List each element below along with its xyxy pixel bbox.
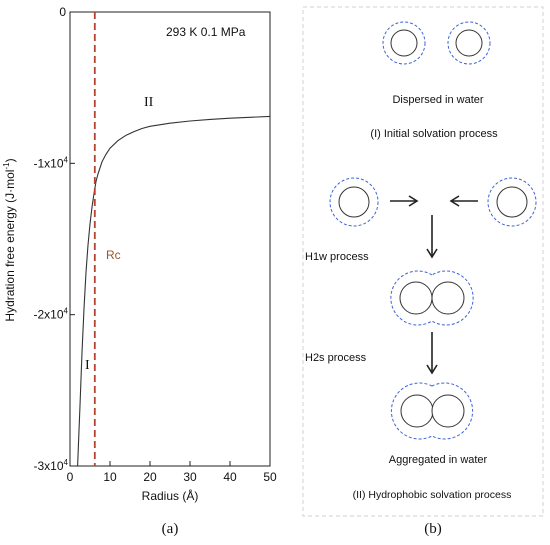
dispersed-particle-left [382,21,426,65]
solvation-diagram: Dispersed in water (I) Initial solvation… [302,6,544,537]
hydrophobic-process-label: (II) Hydrophobic solvation process [353,489,512,501]
y-axis-label: Hydration free energy (J·mol-1) [2,158,17,321]
condition-annotation: 293 K 0.1 MPa [166,25,246,39]
region-II-label: II [144,95,154,110]
hydration-shell [447,21,491,65]
particle [399,281,433,315]
particle [431,281,465,315]
arrow-down-icon [426,215,438,259]
approach-particle-left [329,177,379,227]
dispersed-particle-right [447,21,491,65]
diagram-frame [302,6,544,517]
aggregated-label: Aggregated in water [389,454,488,466]
y-tick-label: -2x104 [34,307,69,322]
aggregated-pair [390,382,474,440]
merged-hydration-shell [390,382,474,440]
x-tick-label: 40 [223,470,237,484]
particle [400,394,434,428]
initial-process-label: (I) Initial solvation process [370,128,498,140]
panel-b-label: (b) [424,521,442,537]
y-tick-label: 0 [59,5,66,19]
hydration-curve [77,115,271,467]
arrow-right-icon [390,195,419,207]
panel-a-label: (a) [162,521,179,537]
hydration-shell [382,21,426,65]
arrow-left-icon [449,195,478,207]
x-tick-label: 10 [103,470,117,484]
particle [338,186,370,218]
rc-label: Rc [106,248,121,262]
y-ticks: 0 -1x104 -2x104 -3x104 [34,5,75,473]
particle [496,186,528,218]
particle [455,29,483,57]
merged-hydration-shell [390,270,474,326]
x-tick-label: 20 [143,470,157,484]
x-ticks: 0 10 20 30 40 50 [67,461,277,484]
x-tick-label: 30 [183,470,197,484]
h2s-label: H2s process [305,352,367,364]
particle [390,29,418,57]
contact-pair [390,270,474,326]
h1w-label: H1w process [305,251,369,263]
hydration-chart: 0 10 20 30 40 50 0 -1x104 -2x104 -3x104 293 K 0.… [2,5,277,537]
dispersed-label: Dispersed in water [392,94,483,106]
x-tick-label: 50 [263,470,277,484]
hydration-shell [487,177,537,227]
y-tick-label: -3x104 [34,458,69,473]
region-I-label: I [85,358,90,373]
y-tick-label: -1x104 [34,155,69,170]
plot-frame [69,11,271,467]
hydration-shell [329,177,379,227]
particle [431,394,465,428]
arrow-down-icon [426,332,438,375]
approach-particle-right [487,177,537,227]
x-axis-label: Radius (Å) [142,488,199,503]
x-tick-label: 0 [67,470,74,484]
